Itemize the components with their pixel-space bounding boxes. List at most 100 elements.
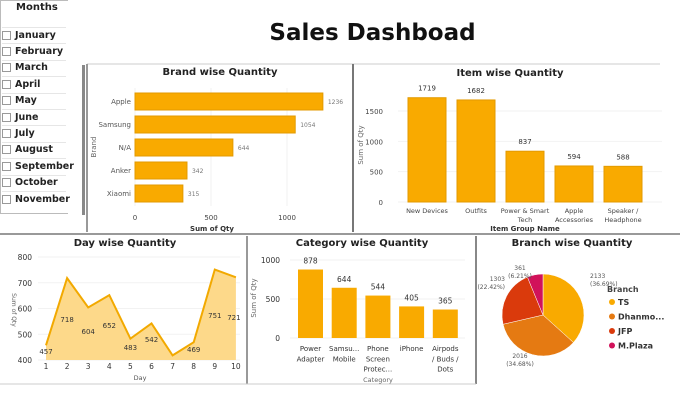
bar: [407, 97, 447, 203]
slicer-item-label: February: [15, 45, 64, 57]
legend-item[interactable]: JFP: [617, 327, 632, 336]
x-tick-label: 1: [44, 362, 49, 371]
x-tick-label: Power: [300, 345, 321, 353]
bar-xiaomi: [134, 184, 184, 203]
bar: [603, 165, 643, 203]
data-label: 594: [567, 153, 581, 161]
x-tick-label: / Buds /: [432, 355, 459, 363]
x-tick-label: Screen: [366, 355, 390, 363]
x-axis-title: Day: [134, 374, 147, 382]
x-tick-label: 6: [149, 362, 154, 371]
checkbox[interactable]: [2, 96, 11, 106]
data-label: 542: [145, 336, 158, 344]
legend-marker: [609, 313, 615, 320]
x-tick-label: Accessories: [555, 216, 594, 224]
slicer-item-march[interactable]: March: [2, 59, 66, 75]
series-line: [45, 268, 237, 357]
legend-item[interactable]: M.Plaza: [618, 342, 653, 351]
x-tick-label: Adapter: [297, 355, 325, 363]
slicer-item-june[interactable]: June: [2, 109, 66, 124]
checkbox[interactable]: [2, 161, 11, 171]
checkbox[interactable]: [2, 63, 11, 73]
slicer-item-label: October: [15, 177, 58, 189]
bar: [365, 295, 391, 338]
data-label: 644: [238, 145, 250, 152]
x-tick-label: Apple: [565, 207, 584, 215]
chart-title: Branch wise Quantity: [512, 238, 633, 249]
x-tick-label: Headphone: [604, 216, 641, 224]
slicer-item-april[interactable]: April: [2, 76, 66, 91]
slicer-item-august[interactable]: August: [2, 141, 66, 157]
x-tick-label: Mobile: [333, 355, 356, 363]
y-tick-label: 500: [266, 295, 281, 304]
checkbox[interactable]: [2, 194, 11, 204]
data-label: 1719: [418, 85, 436, 93]
data-label: 483: [124, 344, 137, 352]
pie-slice-2: [502, 314, 574, 357]
x-tick-label: Airpods: [432, 345, 459, 353]
day-chart: Day wise Quantity40050060070080014572718…: [10, 238, 241, 382]
checkbox[interactable]: [2, 112, 11, 122]
category-chart: Category wise Quantity 0 500 1000 878 Power Ad…: [250, 238, 465, 384]
data-label: 1236: [328, 99, 343, 106]
data-label: 544: [371, 283, 386, 292]
checkbox[interactable]: [2, 46, 11, 56]
x-tick-label: iPhone: [400, 345, 424, 353]
checkbox[interactable]: [2, 128, 11, 138]
data-label: (22.42%): [477, 284, 505, 291]
checkbox[interactable]: [2, 145, 11, 155]
y-tick-label: 800: [18, 253, 33, 262]
x-tick-label: 500: [204, 214, 217, 222]
data-label: (34.68%): [506, 361, 534, 368]
x-tick-label: New Devices: [406, 207, 448, 215]
x-tick-label: Protec...: [364, 366, 393, 374]
legend-title: Branch: [607, 285, 639, 294]
data-label: 1682: [467, 87, 485, 95]
months-slicer: Months January February March April May June J…: [0, 0, 74, 214]
x-tick-label: 10: [231, 362, 241, 371]
brand-chart: Brand wise Quantity 0 500 1000 1236 Apple 1054…: [90, 67, 343, 233]
slicer-item-may[interactable]: May: [2, 92, 66, 108]
data-label: 837: [518, 138, 531, 146]
bar-apple: [134, 92, 324, 111]
legend-item[interactable]: Dhanmo...: [618, 313, 664, 322]
checkbox[interactable]: [2, 30, 11, 40]
legend-item[interactable]: TS: [618, 298, 629, 307]
y-tick-label: Xiaomi: [107, 190, 131, 198]
y-tick-label: 400: [18, 356, 33, 365]
pie-slice-4: [527, 273, 544, 316]
x-tick-label: 8: [191, 362, 196, 371]
checkbox[interactable]: [2, 79, 11, 89]
slicer-item-july[interactable]: July: [2, 125, 66, 140]
data-label: (6.21%): [508, 273, 532, 280]
slicer-item-label: April: [15, 78, 41, 90]
slicer-item-label: June: [15, 111, 39, 123]
slicer-scrollbar[interactable]: [82, 65, 85, 215]
slicer-item-october[interactable]: October: [2, 174, 66, 190]
x-tick-label: Samsu...: [329, 345, 359, 353]
y-axis-title: Sum of Qty: [357, 125, 365, 164]
data-label: (36.69%): [590, 281, 618, 288]
chart-title: Category wise Quantity: [296, 238, 429, 249]
slicer-item-november[interactable]: November: [2, 191, 70, 206]
slicer-item-january[interactable]: January: [2, 27, 66, 42]
y-tick-label: N/A: [119, 144, 132, 152]
y-tick-label: Apple: [111, 98, 131, 106]
data-label: 604: [82, 328, 96, 336]
checkbox[interactable]: [2, 178, 11, 188]
y-tick-label: 0: [275, 334, 280, 343]
y-tick-label: 1500: [365, 108, 383, 116]
bar-n/a: [134, 138, 234, 157]
data-label: 469: [187, 346, 200, 354]
slicer-item-february[interactable]: February: [2, 43, 66, 58]
panel-borders: [0, 63, 680, 385]
x-tick-label: 0: [133, 214, 137, 222]
slicer-title: Months: [16, 2, 58, 13]
x-tick-label: 5: [128, 362, 133, 371]
data-label: 1054: [300, 122, 315, 129]
y-tick-label: 500: [370, 169, 383, 177]
chart-title: Brand wise Quantity: [163, 67, 278, 78]
y-axis-title: Brand: [90, 137, 98, 158]
slicer-item-september[interactable]: September: [2, 158, 74, 173]
